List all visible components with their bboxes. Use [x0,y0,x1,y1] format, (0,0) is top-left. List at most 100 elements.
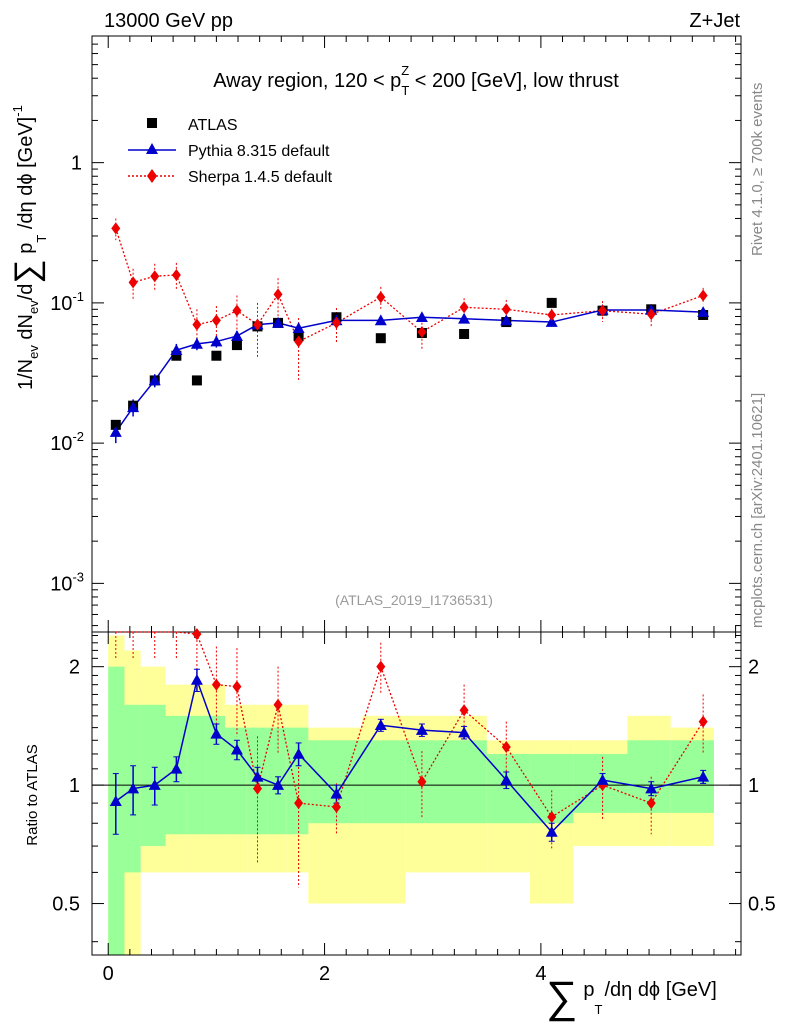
ratio-bands [108,635,714,955]
pythia-point [415,311,428,323]
pythia-ratio-point [374,719,387,730]
x-tick-label: 0 [103,963,114,985]
green-band [140,704,166,847]
legend-pythia-marker [146,143,158,154]
green-band [670,740,714,813]
sherpa-point [294,335,304,348]
y-tick-label: 10-1 [50,289,84,315]
green-band [267,727,287,835]
sherpa-ratio-point [417,775,427,788]
beam-label: 13000 GeV pp [104,10,233,32]
sherpa-ratio-point [459,704,469,717]
x-tick-label: 4 [535,963,546,985]
green-band [362,740,406,824]
legend-sherpa-marker [147,169,157,183]
x-tick-label: 2 [319,963,330,985]
pythia-line [115,309,704,433]
sherpa-ratio-point [211,678,221,691]
pythia-ratio-point [210,727,223,739]
pythia-ratio-point [127,782,140,794]
sherpa-point [192,318,202,331]
atlas-point [231,340,242,351]
pythia-point [190,337,203,349]
atlas-point [459,329,470,339]
pythia-point [458,312,471,324]
legend-sherpa-label: Sherpa 1.4.5 default [188,169,333,186]
legend-pythia-label: Pythia 8.315 default [188,143,330,160]
pythia-point [148,374,161,386]
pythia-point [292,322,305,333]
sherpa-ratio-point [294,797,304,810]
pythia-ratio-point [458,726,471,738]
y-tick-label: 10-3 [50,569,84,595]
ratio-y-tick-label: 2 [69,657,80,679]
green-band [186,715,206,835]
y-axis-label-ratio: Ratio to ATLAS [24,744,41,845]
legend-atlas-marker [147,118,157,128]
ratio-y-tick-label-right: 0.5 [748,894,776,916]
green-band [286,727,309,835]
sherpa-point [111,222,121,235]
pythia-ratio-point [109,795,122,807]
atlas-point [110,419,121,430]
sherpa-ratio-point [252,782,262,795]
sherpa-point [598,304,608,317]
atlas-point [375,333,386,344]
sherpa-ratio-point [646,797,656,810]
atlas-point [546,297,557,308]
sherpa-point [459,301,469,314]
pythia-point [127,401,140,413]
process-label: Z+Jet [689,10,740,32]
pythia-point [500,314,513,326]
ratio-y-tick-label: 0.5 [52,894,80,916]
pythia-ratio-point [148,779,161,790]
sherpa-point [232,304,242,317]
sherpa-point [646,308,656,321]
pythia-ratio-point [545,826,558,837]
pythia-point [109,426,122,437]
ratio-frame [91,631,742,956]
sherpa-ratio-point [273,698,283,711]
sherpa-point [501,303,511,316]
sherpa-point [171,269,181,282]
sherpa-line [115,228,704,343]
y-tick-label: 10-2 [50,429,84,455]
plot-title: Away region, 120 < pTZ < 200 [GeV], low … [213,63,619,98]
legend-atlas-label: ATLAS [188,117,238,134]
sherpa-point [376,291,386,304]
sherpa-point [698,289,708,302]
x-axis-label: ∑ pT/dη dϕ [GeV] [546,973,717,1022]
pythia-point [170,344,183,355]
title-sup: Z [401,63,409,78]
ratio-y-tick-label-right: 2 [748,657,759,679]
sherpa-ratio-point [698,715,708,728]
mcplots-label: mcplots.cern.ch [arXiv:2401.10621] [749,393,766,628]
pythia-ratio-point [697,770,710,782]
pythia-point [374,314,387,326]
rivet-label: Rivet 4.1.0, ≥ 700k events [749,83,766,256]
sherpa-ratio-point [547,810,557,823]
analysis-id: (ATLAS_2019_I1736531) [335,592,493,608]
pythia-ratio-point [292,747,305,759]
atlas-point [211,350,222,361]
green-band [443,740,487,824]
ratio-y-tick-label-right: 1 [748,775,759,797]
sherpa-ratio-point [331,800,341,813]
pythia-point [272,316,285,328]
axes: 0 2 4 10-3 10-2 10-1 1 0.5 0.5 1 1 2 2 [50,35,776,985]
pythia-ratio-point [500,774,513,785]
sherpa-ratio-point [192,628,202,641]
pythia-ratio-point [272,779,285,790]
sherpa-ratio-point [376,660,386,673]
pythia-ratio-point [251,770,264,782]
pythia-point [210,335,223,347]
sherpa-ratio-point [501,740,511,753]
pythia-point [545,316,558,327]
pythia-point [230,330,243,341]
atlas-point [191,375,202,386]
pythia-ratio-point [415,724,428,735]
ratio-y-tick-label: 1 [69,775,80,797]
atlas-point [171,350,182,361]
pythia-ratio-point [645,782,658,794]
